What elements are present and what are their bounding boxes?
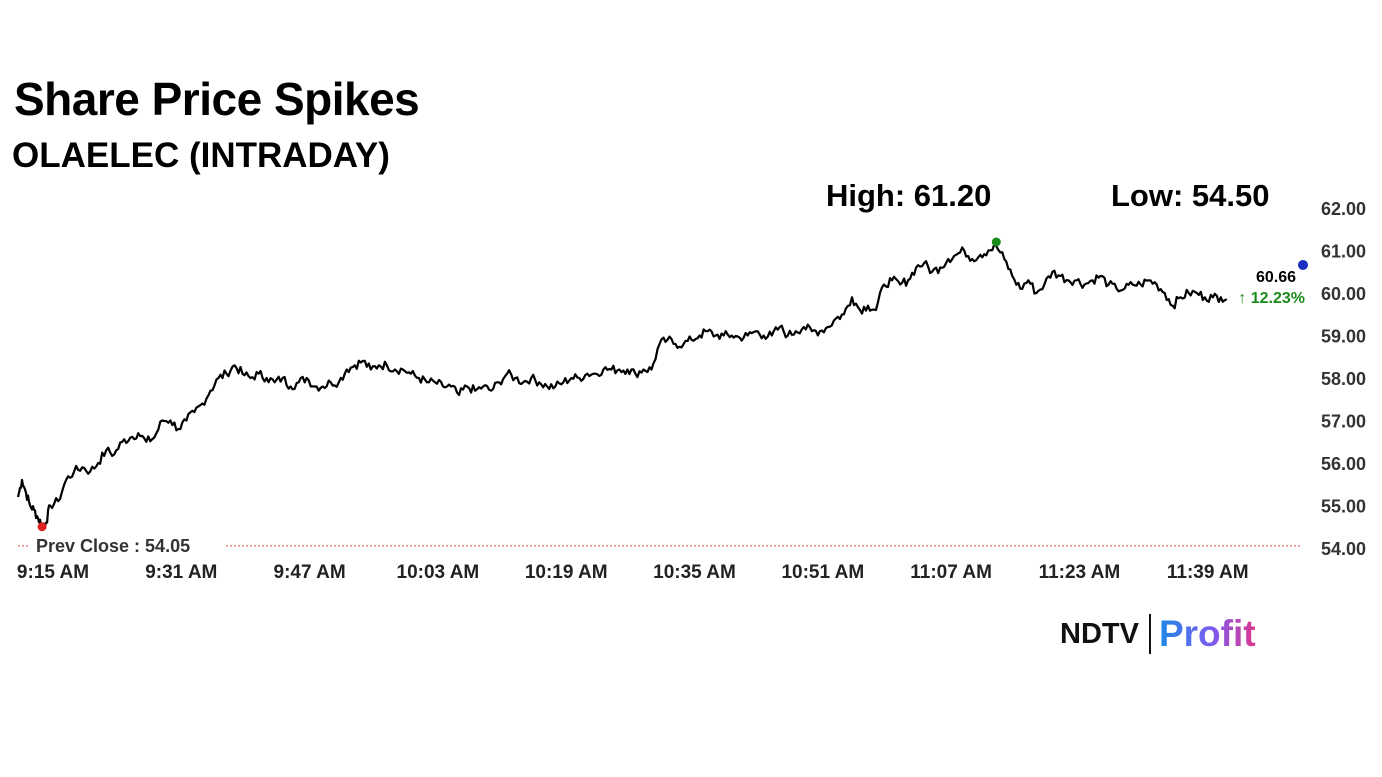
last-price-marker — [1298, 259, 1308, 270]
low-marker — [37, 522, 47, 532]
x-tick-label: 11:39 AM — [1167, 562, 1249, 583]
y-tick-label: 58.00 — [1321, 369, 1366, 389]
x-tick-label: 11:23 AM — [1039, 562, 1121, 583]
chart-title: Share Price Spikes — [14, 73, 420, 125]
chart-subtitle: OLAELEC (INTRADAY) — [12, 136, 390, 175]
high-marker — [991, 237, 1001, 247]
x-axis: 9:15 AM 9:31 AM 9:47 AM 10:03 AM 10:19 AM 10:… — [17, 562, 1249, 583]
x-tick-label: 10:51 AM — [781, 562, 864, 583]
high-label: High: 61.20 — [826, 178, 992, 213]
prev-close-label: Prev Close : 54.05 — [36, 536, 190, 556]
change-percent-label: ↑ 12.23% — [1238, 290, 1305, 307]
logo-divider — [1148, 614, 1151, 654]
x-tick-label: 10:03 AM — [397, 562, 480, 583]
y-tick-label: 61.00 — [1321, 242, 1366, 262]
y-tick-label: 56.00 — [1321, 454, 1366, 474]
x-tick-label: 10:19 AM — [525, 562, 608, 583]
price-chart: 62.00 61.00 60.00 59.00 58.00 57.00 56.00 55.00… — [16, 199, 1366, 583]
x-tick-label: 10:35 AM — [653, 562, 736, 583]
x-tick-label: 9:31 AM — [145, 562, 217, 583]
x-tick-label: 9:15 AM — [17, 562, 89, 583]
y-tick-label: 57.00 — [1321, 412, 1366, 432]
y-tick-label: 55.00 — [1321, 497, 1366, 517]
y-tick-label: 54.00 — [1321, 539, 1366, 559]
ndtv-logo-text: NDTV — [1060, 617, 1139, 650]
ndtv-profit-logo: NDTV Profit — [1060, 612, 1256, 656]
low-label: Low: 54.50 — [1111, 178, 1270, 213]
price-series-line — [16, 243, 1228, 528]
x-tick-label: 9:47 AM — [274, 562, 346, 583]
y-axis: 62.00 61.00 60.00 59.00 58.00 57.00 56.00 55.00… — [1321, 199, 1366, 559]
y-tick-label: 62.00 — [1321, 199, 1366, 219]
x-tick-label: 11:07 AM — [910, 562, 992, 583]
y-tick-label: 60.00 — [1321, 284, 1366, 304]
last-price-label: 60.66 — [1256, 269, 1296, 286]
y-tick-label: 59.00 — [1321, 327, 1366, 347]
profit-logo-text: Profit — [1158, 613, 1256, 654]
prev-close-label-background — [30, 535, 226, 556]
